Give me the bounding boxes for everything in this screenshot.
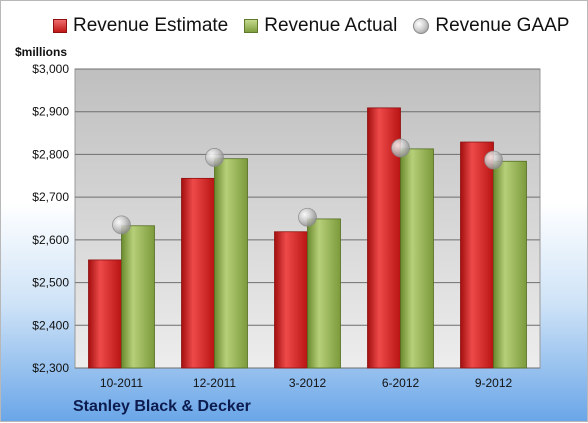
y-tick-label: $3,000 — [32, 62, 69, 76]
legend-label-actual: Revenue Actual — [264, 15, 398, 36]
company-name: Stanley Black & Decker — [73, 398, 251, 415]
y-tick-label: $2,600 — [32, 233, 69, 247]
bar-revenue-actual — [493, 160, 527, 369]
bar-revenue-actual — [307, 218, 341, 369]
y-tick-label: $2,300 — [32, 361, 69, 375]
legend-swatch-actual — [244, 19, 259, 33]
x-tick-label: 6-2012 — [382, 376, 420, 390]
bar-revenue-estimate — [460, 141, 494, 369]
bar-revenue-actual — [121, 225, 155, 369]
chart-legend: Revenue Estimate Revenue Actual Revenue … — [53, 15, 585, 37]
legend-label-gaap: Revenue GAAP — [435, 15, 570, 36]
y-axis-unit-label: $millions — [15, 45, 68, 59]
y-tick-label: $2,500 — [32, 276, 69, 290]
legend-item-actual: Revenue Actual — [244, 15, 397, 37]
x-tick-label: 9-2012 — [475, 376, 513, 390]
y-tick-label: $2,700 — [32, 190, 69, 204]
legend-item-gaap: Revenue GAAP — [413, 15, 569, 37]
dot-revenue-gaap — [205, 148, 224, 167]
dot-revenue-gaap — [391, 138, 410, 158]
dot-revenue-gaap — [112, 215, 131, 235]
x-tick-label: 10-2011 — [100, 376, 143, 390]
dot-revenue-gaap — [484, 150, 503, 170]
bar-revenue-estimate — [274, 231, 308, 369]
y-tick-label: $2,800 — [32, 147, 69, 161]
bar-revenue-estimate — [88, 259, 122, 369]
x-tick-label: 3-2012 — [289, 376, 327, 390]
bar-revenue-estimate — [181, 177, 215, 369]
legend-label-estimate: Revenue Estimate — [73, 15, 229, 36]
bar-revenue-actual — [400, 148, 434, 369]
dot-revenue-gaap — [298, 207, 317, 227]
y-tick-label: $2,900 — [32, 105, 69, 119]
x-tick-label: 12-2011 — [193, 376, 236, 390]
legend-item-estimate: Revenue Estimate — [53, 15, 228, 37]
legend-swatch-gaap — [413, 18, 430, 34]
bar-revenue-actual — [214, 158, 248, 369]
legend-swatch-estimate — [53, 19, 67, 33]
y-tick-label: $2,400 — [32, 318, 69, 332]
